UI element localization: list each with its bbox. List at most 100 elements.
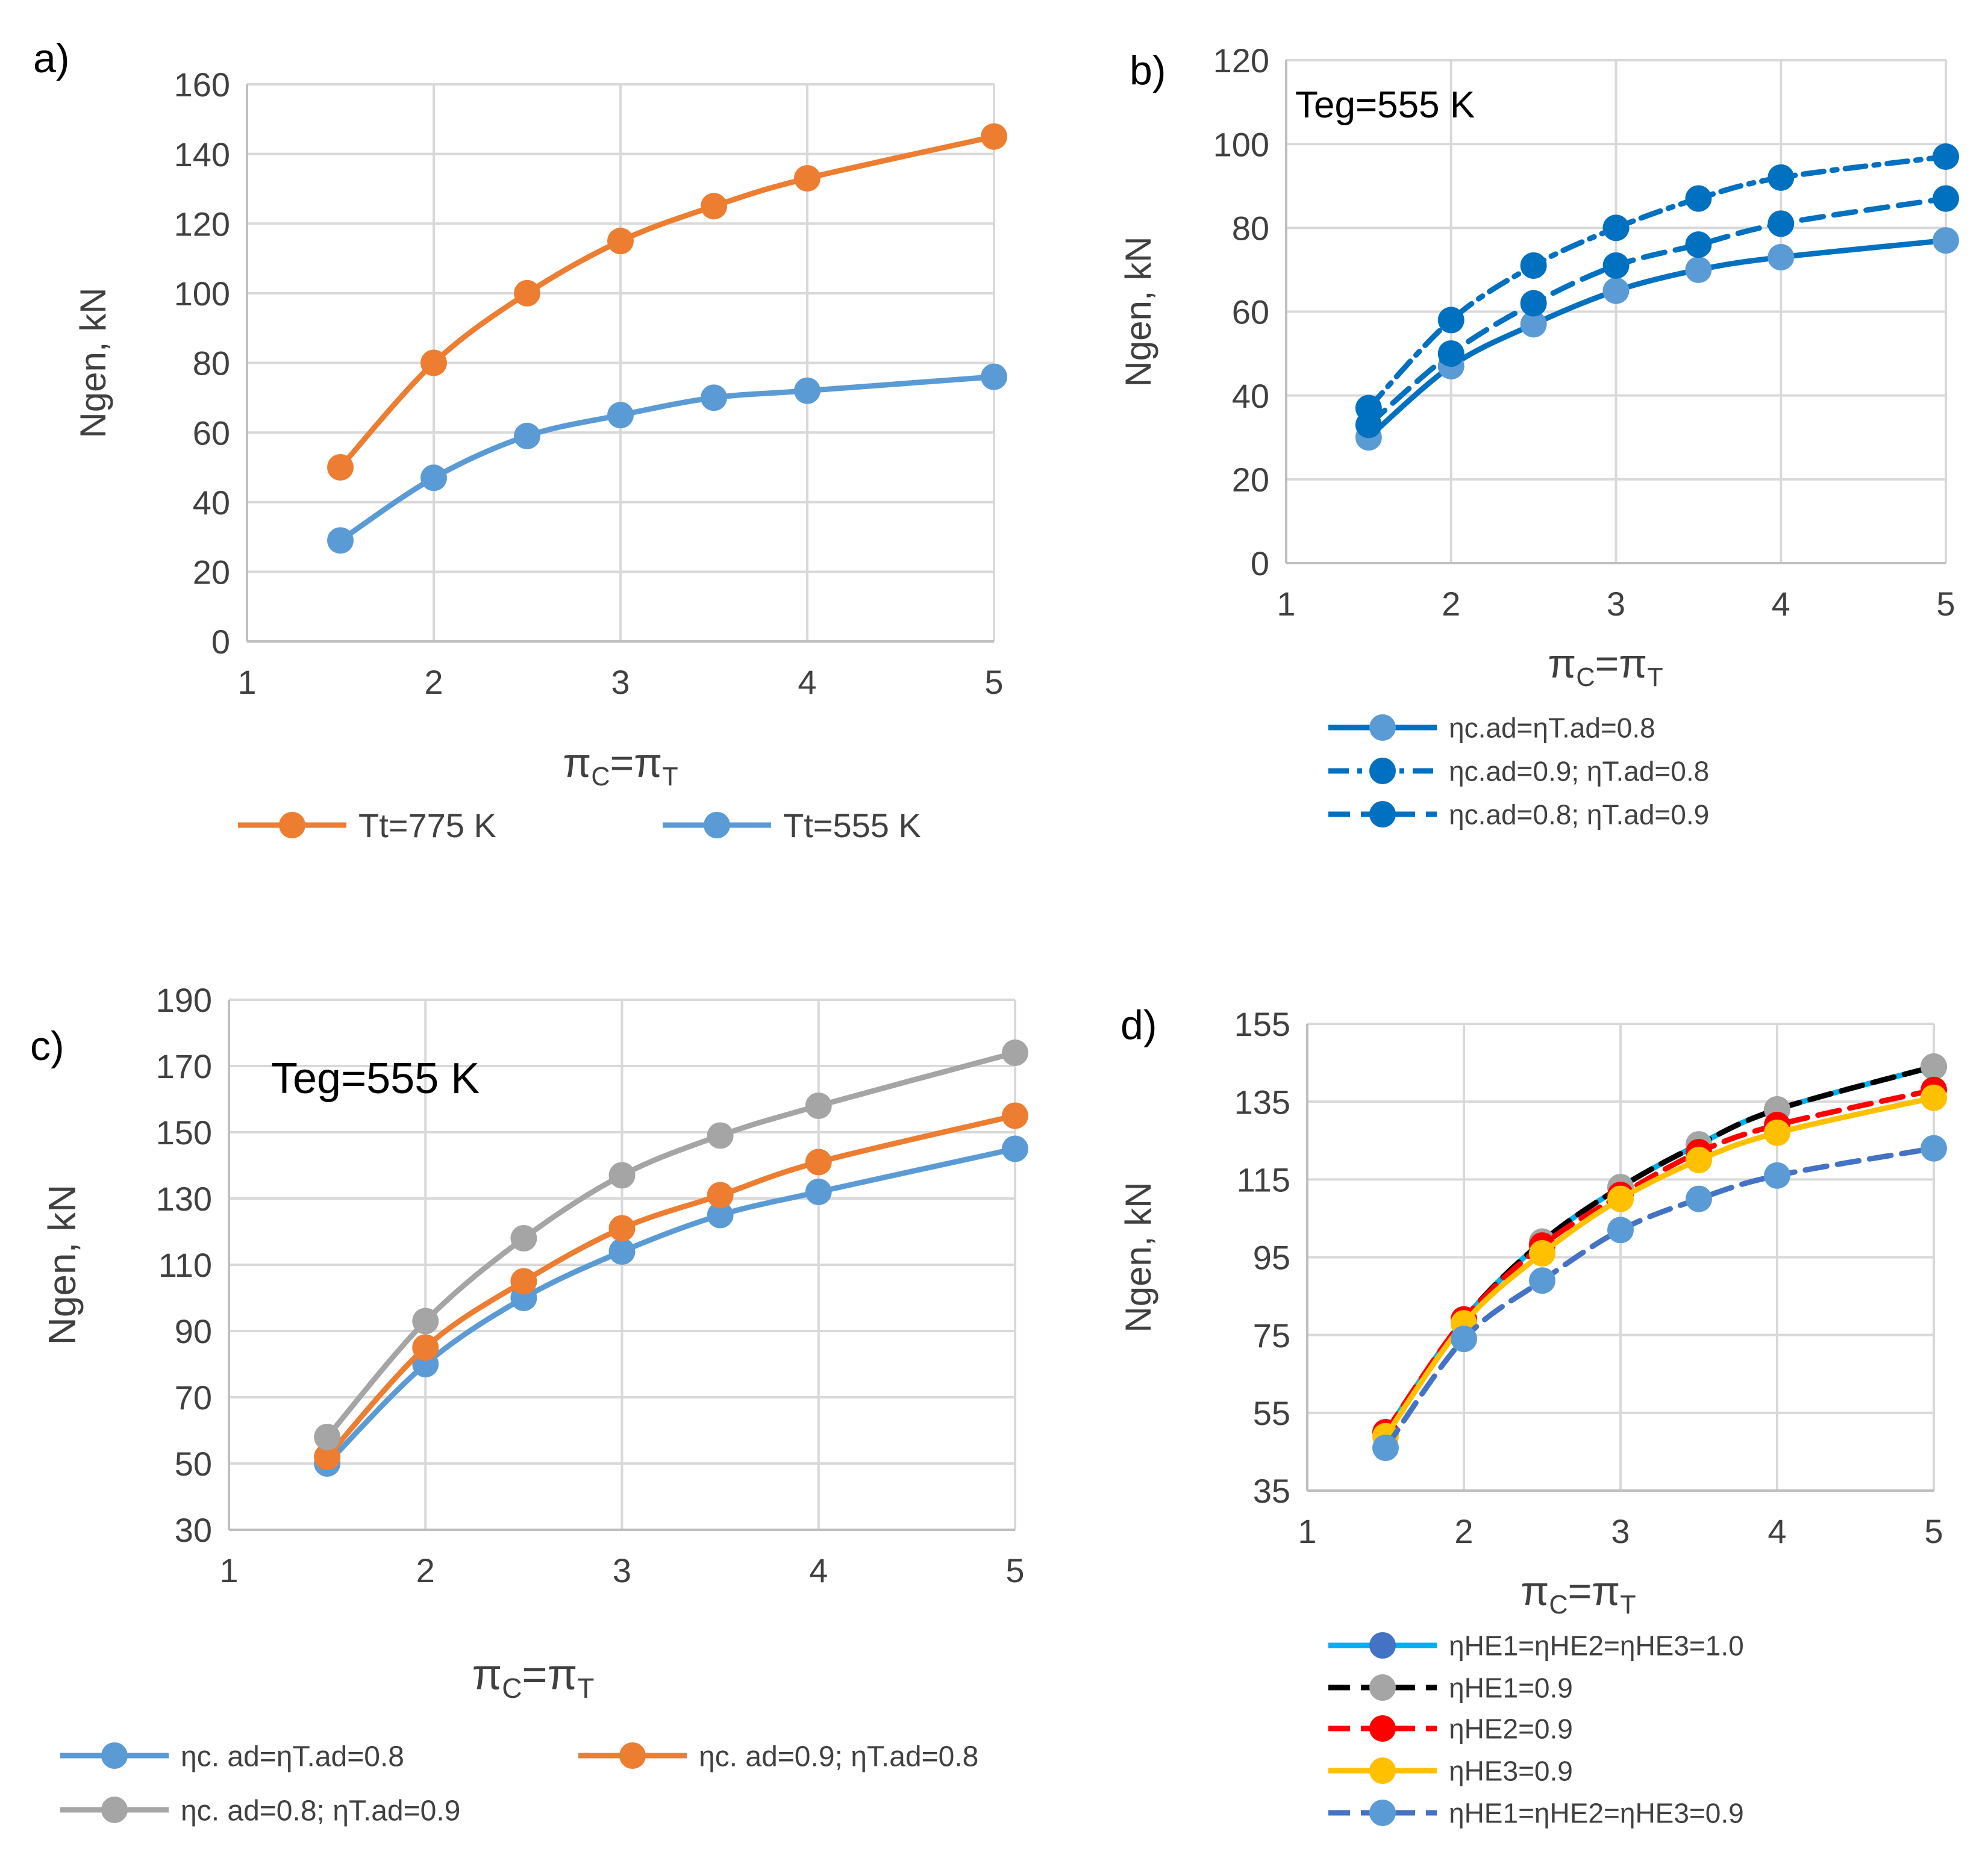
- data-point: [607, 402, 634, 429]
- x-tick-label: 5: [1924, 1512, 1943, 1550]
- data-point: [1602, 214, 1630, 242]
- data-point: [794, 165, 821, 192]
- x-tick-label: 5: [984, 663, 1003, 701]
- series-1: [327, 363, 1007, 554]
- data-point: [981, 363, 1007, 390]
- y-tick-label: 0: [1251, 544, 1269, 582]
- legend-entry: ηHE1=0.9: [1328, 1672, 1573, 1704]
- data-point: [1768, 164, 1795, 191]
- y-tick-label: 115: [1237, 1161, 1290, 1199]
- x-axis-title-part: T: [1647, 663, 1663, 692]
- legend-marker: [1369, 1674, 1396, 1701]
- legend-label: ηHE2=0.9: [1449, 1713, 1573, 1745]
- data-point: [1372, 1434, 1399, 1461]
- series-line: [1383, 1146, 1937, 1451]
- y-tick-label: 160: [174, 66, 230, 104]
- data-point: [608, 1162, 636, 1189]
- data-point: [420, 349, 447, 376]
- data-point: [1933, 227, 1959, 254]
- legend-label: ηc.ad=ηT.ad=0.8: [1449, 712, 1655, 744]
- legend-entry: ηc.ad=0.9; ηT.ad=0.8: [1328, 756, 1709, 787]
- legend-entry: ηc.ad=ηT.ad=0.8: [1328, 712, 1655, 744]
- data-point: [794, 377, 821, 404]
- legend-label: ηHE1=ηHE2=ηHE3=0.9: [1449, 1798, 1744, 1829]
- legend-label: ηc.ad=0.8; ηT.ad=0.9: [1449, 799, 1709, 831]
- legend-entry: ηc. ad=0.8; ηT.ad=0.9: [60, 1795, 460, 1827]
- y-tick-label: 150: [156, 1114, 212, 1152]
- x-tick-label: 2: [416, 1551, 435, 1589]
- data-point: [327, 454, 354, 481]
- x-axis-title-part: π: [563, 740, 591, 786]
- data-point: [981, 123, 1007, 150]
- data-point: [1529, 1240, 1555, 1267]
- data-point: [1520, 252, 1547, 279]
- x-tick-label: 1: [237, 663, 256, 701]
- chart-panel-a: 0 20 40 60 80 100 120 140 160 1 2 3 4 5 a) Ngen, kN πC=π…: [33, 36, 1007, 791]
- series-line: [1383, 1087, 1937, 1435]
- series-line: [1383, 1064, 1937, 1435]
- x-tick-label: 3: [613, 1551, 631, 1589]
- legend-label: Tt=775 K: [358, 806, 496, 844]
- series-line: [1383, 1064, 1937, 1435]
- y-axis-title: Ngen, kN: [1118, 1182, 1158, 1332]
- data-point: [701, 384, 727, 411]
- x-tick-label: 4: [1772, 585, 1790, 623]
- data-point: [314, 1444, 341, 1470]
- data-point: [1602, 277, 1630, 304]
- legend-entry: ηHE1=ηHE2=ηHE3=0.9: [1328, 1798, 1744, 1829]
- legend-marker: [1369, 714, 1396, 741]
- series-line: [1366, 237, 1949, 440]
- x-tick-label: 3: [611, 663, 630, 701]
- legend-entry: ηHE1=ηHE2=ηHE3=1.0: [1328, 1630, 1744, 1662]
- y-tick-label: 80: [193, 344, 230, 382]
- x-tick-label: 1: [219, 1551, 238, 1589]
- series-1: [314, 1102, 1028, 1470]
- y-tick-label: 120: [1213, 42, 1269, 79]
- x-axis-title-part: π: [1548, 641, 1576, 687]
- data-point: [1685, 231, 1712, 258]
- x-tick-label: 2: [1454, 1512, 1473, 1550]
- legend-marker: [101, 1797, 128, 1823]
- series-1: [1355, 143, 1959, 422]
- y-tick-label: 120: [174, 205, 230, 243]
- y-tick-label: 100: [1213, 125, 1269, 163]
- y-tick-label: 55: [1253, 1394, 1290, 1432]
- x-tick-label: 4: [809, 1551, 828, 1589]
- x-axis-title: πC=πT: [1521, 1568, 1636, 1619]
- x-tick-label: 2: [424, 663, 443, 701]
- data-point: [1764, 1162, 1790, 1189]
- y-tick-label: 110: [158, 1246, 212, 1284]
- legend-label: ηHE1=0.9: [1449, 1672, 1573, 1704]
- data-point: [1933, 185, 1959, 212]
- data-point: [1437, 307, 1464, 334]
- data-point: [514, 422, 540, 449]
- chart-panel-d: 35 55 75 95 115 135 155 1 2 3 4 5 d) Ngen, kN πC=πT: [1118, 1002, 1947, 1619]
- x-tick-label: 1: [1277, 585, 1295, 623]
- x-axis-title-part: T: [662, 762, 678, 791]
- legend-marker: [1369, 1800, 1396, 1826]
- y-tick-label: 155: [1234, 1005, 1290, 1043]
- data-point: [1437, 340, 1464, 367]
- series-0: [314, 1135, 1028, 1477]
- series-line: [324, 1113, 1018, 1460]
- panel-label: a): [33, 36, 69, 81]
- series-line: [324, 1050, 1018, 1440]
- series-0: [327, 123, 1007, 481]
- y-tick-label: 80: [1232, 209, 1269, 247]
- panel-label: d): [1121, 1002, 1157, 1048]
- y-tick-label: 140: [174, 136, 230, 173]
- legend-marker: [101, 1742, 128, 1769]
- data-point: [1685, 256, 1712, 283]
- data-point: [1768, 210, 1795, 237]
- series-line: [1383, 1095, 1937, 1439]
- legend-label: ηc. ad=0.8; ηT.ad=0.9: [181, 1795, 460, 1827]
- legend-marker: [1369, 801, 1396, 828]
- x-axis-title: πC=πT: [472, 1651, 595, 1704]
- y-tick-label: 0: [211, 623, 230, 661]
- data-point: [327, 527, 354, 554]
- y-tick-label: 40: [1232, 377, 1269, 415]
- x-axis-title: πC=πT: [563, 740, 678, 791]
- legend-entry: Tt=555 K: [663, 806, 921, 844]
- data-point: [412, 1308, 439, 1335]
- data-point: [607, 228, 634, 255]
